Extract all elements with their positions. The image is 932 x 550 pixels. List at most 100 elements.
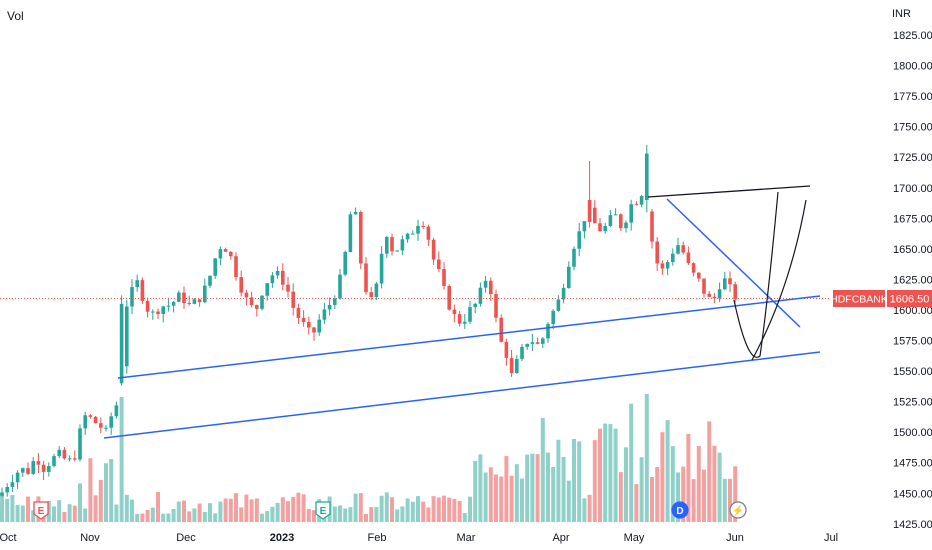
candle-body: [208, 275, 212, 286]
candle-body: [556, 299, 561, 311]
candle-body: [26, 468, 30, 474]
volume-bar: [468, 496, 472, 522]
candle-body: [535, 342, 540, 344]
y-tick-label: 1450.00: [893, 488, 932, 500]
x-tick-label: Jun: [726, 532, 744, 544]
volume-bar: [499, 476, 504, 522]
candle-body: [676, 245, 680, 254]
volume-bar: [624, 447, 628, 522]
volume-bar: [670, 446, 675, 522]
candle-body: [431, 239, 436, 260]
candle-body: [119, 303, 124, 384]
volume-bar: [124, 494, 129, 522]
candle-body: [567, 266, 571, 288]
y-tick-label: 1650.00: [893, 244, 932, 256]
x-tick-label: Mar: [457, 532, 476, 544]
volume-bar: [10, 494, 15, 522]
candle-body: [62, 449, 67, 459]
volume-bar: [587, 494, 592, 522]
y-tick-label: 1725.00: [893, 152, 932, 164]
candle-body: [234, 256, 238, 278]
lower-channel-trendline[interactable]: [103, 351, 821, 439]
candle-body: [411, 233, 415, 235]
earnings-marker[interactable]: E: [33, 501, 49, 520]
earnings-marker[interactable]: E: [315, 501, 331, 520]
y-tick-label: 1700.00: [893, 183, 932, 195]
volume-bar: [98, 479, 103, 522]
x-tick-label: 2023: [270, 532, 294, 544]
candle-body: [608, 215, 613, 226]
candle-body: [312, 327, 316, 333]
volume-bar: [379, 495, 384, 522]
x-tick-label: Oct: [0, 532, 17, 544]
candle-body: [338, 274, 342, 299]
candle-body: [634, 204, 639, 206]
x-tick-label: Nov: [80, 532, 100, 544]
candle-body: [291, 291, 295, 308]
volume-bar: [514, 464, 519, 522]
candle-body: [442, 269, 446, 287]
volume-bar: [46, 501, 51, 522]
volume-bar: [280, 497, 285, 522]
candle-body: [83, 415, 87, 429]
dividend-marker[interactable]: D: [671, 501, 689, 519]
y-tick-label: 1750.00: [893, 122, 932, 134]
y-tick-label: 1500.00: [893, 427, 932, 439]
candle-body: [515, 358, 519, 374]
candle-body: [182, 292, 186, 304]
event-markers[interactable]: E E D ⚡: [33, 501, 747, 520]
falling-resistance-trendline[interactable]: [666, 198, 801, 328]
volume-bar: [265, 511, 270, 522]
volume-bar: [488, 467, 493, 522]
candle-body: [686, 252, 691, 264]
volume-bar: [530, 453, 535, 522]
volume-bar: [353, 493, 358, 522]
candle-body: [151, 311, 155, 313]
volume-bar: [592, 440, 597, 522]
volume-bar: [696, 446, 701, 522]
x-tick-label: May: [624, 532, 645, 544]
candle-body: [452, 309, 457, 315]
trendlines[interactable]: [103, 185, 821, 439]
volume-bar: [400, 506, 405, 522]
x-axis[interactable]: Oct Nov Dec 2023 Feb Mar Apr May Jun Jul: [0, 532, 838, 544]
price-tag[interactable]: HDFCBANK 1606.50: [830, 290, 932, 307]
candle-body: [551, 310, 555, 325]
volume-bar: [733, 466, 738, 522]
volume-bar: [665, 420, 670, 522]
y-axis[interactable]: 1825.00 1800.00 1775.00 1750.00 1725.00 1700.…: [893, 30, 932, 531]
volume-bar: [691, 479, 696, 522]
candle-body: [582, 221, 587, 232]
volume-bar: [639, 457, 644, 522]
volume-bar: [374, 507, 379, 522]
volume-bar: [447, 497, 452, 522]
volume-bar: [5, 498, 10, 522]
volume-bar: [436, 497, 441, 522]
symbol-tag-text: HDFCBANK: [830, 294, 888, 306]
candle-body: [145, 300, 150, 312]
split-marker[interactable]: ⚡: [729, 501, 747, 519]
candle-body: [0, 492, 4, 496]
volume-bar: [62, 511, 67, 522]
candle-body: [593, 207, 597, 224]
volume-bar: [551, 467, 556, 522]
projection-curve-right[interactable]: [751, 199, 807, 361]
upper-channel-trendline[interactable]: [117, 295, 821, 379]
candle-body: [665, 262, 670, 269]
candle-body: [88, 415, 93, 417]
volume-bar: [156, 492, 160, 522]
candle-body: [416, 226, 420, 234]
candle-body: [707, 293, 711, 297]
candle-body: [489, 280, 493, 295]
projection-curve-left[interactable]: [733, 191, 779, 358]
candle-body: [499, 317, 503, 342]
volume-bar: [296, 492, 301, 522]
volume-label: Vol: [7, 9, 24, 23]
top-resistance-line[interactable]: [647, 185, 811, 198]
candle-body: [613, 214, 618, 216]
volume-bar: [634, 484, 639, 522]
y-tick-label: 1525.00: [893, 397, 932, 409]
candle-body: [421, 226, 425, 228]
volume-bar: [655, 467, 660, 522]
